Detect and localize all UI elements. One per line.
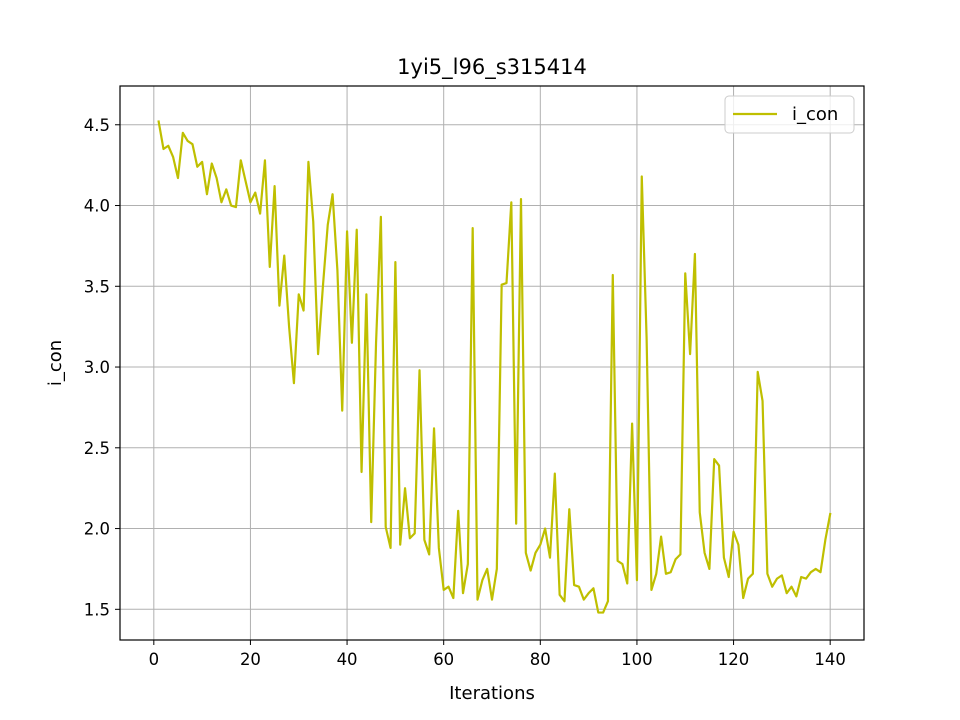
x-tick-label: 0	[149, 650, 160, 669]
x-tick-label: 100	[621, 650, 653, 669]
legend-box	[724, 95, 855, 134]
y-tick-label: 2.0	[84, 520, 110, 539]
x-tick-label: 60	[433, 650, 454, 669]
grid	[120, 86, 864, 640]
y-tick-label: 4.0	[84, 197, 110, 216]
x-tick-label: 20	[240, 650, 261, 669]
legend-label-i-con: i_con	[792, 104, 838, 125]
series-line-i-con	[157, 120, 832, 614]
y-tick-label: 2.5	[84, 439, 110, 458]
y-tick-label: 4.5	[84, 116, 110, 135]
x-axis-label: Iterations	[449, 683, 535, 704]
x-tick-label: 120	[718, 650, 750, 669]
y-tick-label: 1.5	[84, 600, 110, 619]
plot-area-frame	[119, 85, 865, 641]
ticks: 0 20 40 60 80 100 120 140 1.5 2.0 2.5 3.0 3.5 4.0 4.5	[84, 116, 846, 669]
y-tick-label: 3.5	[84, 277, 110, 296]
x-tick-label: 40	[337, 650, 358, 669]
x-tick-label: 80	[530, 650, 551, 669]
y-tick-label: 3.0	[84, 358, 110, 377]
series-layer	[157, 120, 832, 614]
x-tick-label: 140	[814, 650, 846, 669]
legend: i_con	[724, 95, 855, 134]
y-axis-label: i_con	[45, 340, 66, 386]
chart-title: 1yi5_l96_s315414	[397, 55, 587, 80]
